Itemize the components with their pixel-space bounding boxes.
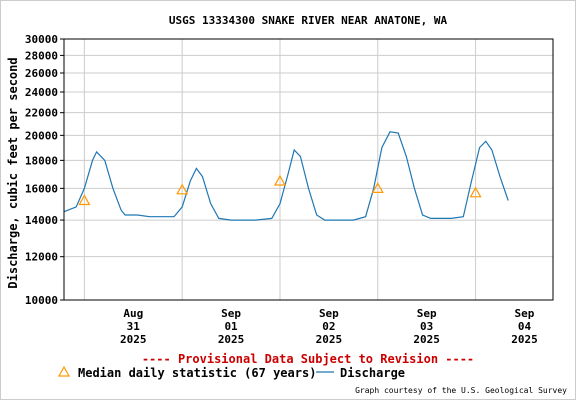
median-point	[176, 183, 189, 195]
legend-median-symbol	[57, 365, 71, 377]
x-tick-day: 04	[518, 320, 532, 333]
y-tick-labels: 10000 12000 14000 16000 18000 20000 22000 24000…	[25, 33, 64, 307]
chart-title: USGS 13334300 SNAKE RIVER NEAR ANATONE, …	[169, 14, 448, 27]
median-point	[78, 194, 91, 206]
series	[63, 131, 509, 221]
x-tick-month: Sep	[221, 307, 241, 320]
median-point	[469, 186, 482, 198]
x-tick-year: 2025	[511, 333, 538, 346]
y-tick-label: 28000	[25, 49, 58, 62]
x-tick-month: Sep	[515, 307, 535, 320]
y-tick-label: 26000	[25, 67, 58, 80]
y-tick-label: 30000	[25, 33, 58, 46]
x-tick-day: 01	[224, 320, 238, 333]
x-tick-month: Sep	[319, 307, 339, 320]
x-tick-year: 2025	[218, 333, 245, 346]
y-axis-label: Discharge, cubic feet per second	[6, 57, 20, 288]
x-tick-month: Sep	[417, 307, 437, 320]
median-point	[273, 174, 286, 186]
y-tick-label: 20000	[25, 129, 58, 142]
y-tick-label: 14000	[25, 214, 58, 227]
x-tick-year: 2025	[120, 333, 147, 346]
provisional-notice: ---- Provisional Data Subject to Revisio…	[142, 352, 474, 366]
x-tick-year: 2025	[316, 333, 343, 346]
y-tick-label: 10000	[25, 294, 58, 307]
median-point	[371, 182, 384, 193]
y-tick-label: 24000	[25, 86, 58, 99]
y-tick-label: 22000	[25, 107, 58, 120]
legend: Median daily statistic (67 years) Dischar…	[57, 365, 405, 380]
y-tick-label: 16000	[25, 182, 58, 195]
x-tick-day: 02	[322, 320, 335, 333]
credit-text: Graph courtesy of the U.S. Geological Su…	[355, 386, 567, 395]
plot-area	[63, 38, 554, 301]
x-tick-year: 2025	[413, 333, 440, 346]
x-tick-month: Aug	[123, 307, 143, 320]
y-tick-label: 18000	[25, 154, 58, 167]
x-tick-day: 31	[127, 320, 141, 333]
x-tick-labels: Aug312025Sep012025Sep022025Sep032025Sep0…	[120, 307, 538, 346]
legend-discharge-label: Discharge	[340, 366, 405, 380]
discharge-line	[63, 131, 509, 221]
x-tick-day: 03	[420, 320, 433, 333]
y-tick-label: 12000	[25, 251, 58, 264]
legend-median-label: Median daily statistic (67 years)	[78, 366, 316, 380]
